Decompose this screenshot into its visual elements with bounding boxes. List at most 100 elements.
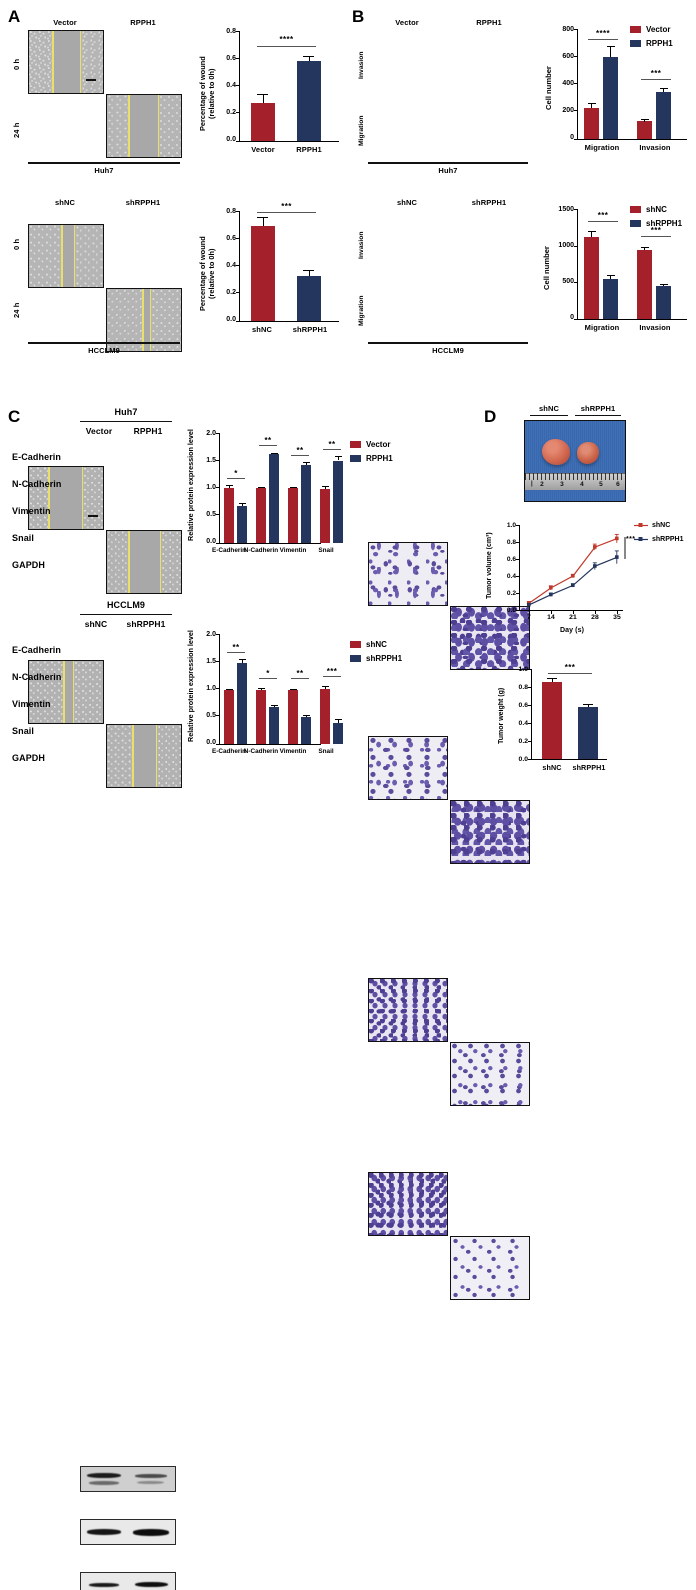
panelB-bottom-significance-0: *** bbox=[597, 211, 609, 220]
panelA-top-significance: **** bbox=[279, 35, 294, 44]
panelB-bottom-col-label-0: shNC bbox=[397, 198, 417, 207]
panel-b-letter: B bbox=[352, 7, 365, 26]
panelD-bar-ylabel: Tumor weight (g) bbox=[498, 687, 505, 745]
blot-huh7-n-cadherin bbox=[80, 1519, 176, 1545]
panelB-top-xtick-1: Invasion bbox=[639, 143, 671, 152]
panelC-top-bar-vim-rpph1 bbox=[301, 465, 311, 543]
panelA-bottom-xtick-1: shRPPH1 bbox=[292, 325, 328, 334]
wound-image-vector-0h bbox=[28, 30, 104, 94]
panelC-bottom-ytick-1: 0.5 bbox=[206, 712, 216, 719]
wound-image-shrpph1-0h bbox=[106, 530, 182, 594]
ruler-mark-6: 6 bbox=[616, 481, 620, 488]
panelC-top-legend-label-1: RPPH1 bbox=[366, 454, 393, 463]
ruler-mark-5: 5 bbox=[599, 481, 603, 488]
panelD-line-xtick-3: 28 bbox=[591, 614, 599, 621]
panelD-bar-xtick-0: shNC bbox=[542, 763, 562, 772]
panelC-top-protein-2: Vimentin bbox=[12, 506, 51, 516]
legend-swatch-vector bbox=[630, 25, 641, 34]
panelA-bottom-ylabel-1: Percentage of wound bbox=[198, 236, 207, 312]
panelC-top-ytick-2: 1.0 bbox=[206, 484, 216, 491]
panelB-bottom-cellline-rule bbox=[368, 342, 528, 344]
panelC-top-xtick-3: Snail bbox=[318, 547, 334, 554]
panelC-top-xtick-2: Vimentin bbox=[279, 547, 307, 554]
transwell-invasion-vector bbox=[368, 542, 448, 606]
panelC-top-bar-snail-rpph1 bbox=[333, 460, 343, 543]
panelC-top-ytick-4: 2.0 bbox=[206, 430, 216, 437]
panelD-bar-chart: Tumor weight (g) 1.0 0.8 0.6 0.4 0.2 0.0… bbox=[490, 662, 670, 790]
panelC-top-chart: Relative protein expression level 2.0 1.… bbox=[186, 424, 352, 579]
legend-swatch-shrpph1 bbox=[630, 219, 641, 228]
panelC-top-significance-0: * bbox=[234, 469, 238, 478]
legend-swatch-shnc bbox=[630, 205, 641, 214]
panelC-bottom-ytick-4: 2.0 bbox=[206, 631, 216, 638]
panelD-bar-shrpph1 bbox=[578, 706, 598, 759]
panelB-top-bar-migration-vector bbox=[584, 107, 599, 139]
panelD-bar-ytick-zero: 0.0 bbox=[518, 756, 528, 763]
panelD-bar-ytick-2: 0.4 bbox=[518, 720, 528, 727]
panelD-line-legend-label-0: shNC bbox=[652, 522, 671, 529]
panelA-top-col-label-1: RPPH1 bbox=[130, 18, 156, 27]
panelA-bottom-ytick-1: 0.2 bbox=[226, 289, 236, 296]
panelB-top-legend-label-1: RPPH1 bbox=[646, 39, 673, 48]
panelD-line-ytick-1: 0.2 bbox=[506, 590, 516, 597]
wound-image-shnc-0h bbox=[28, 466, 104, 530]
panelB-bottom-significance-1: *** bbox=[650, 226, 662, 235]
panelD-line-ytick-0: 0.0 bbox=[506, 607, 516, 614]
panelB-bottom-ylabel: Cell number bbox=[542, 246, 551, 290]
panelB-bottom-legend-label-1: shRPPH1 bbox=[646, 219, 683, 228]
panelC-bottom-bar-vim-shrpph1 bbox=[301, 717, 311, 744]
panelB-bottom-ytick-2: 1000 bbox=[558, 242, 574, 249]
legend-swatch-vector bbox=[350, 440, 361, 449]
panelB-bottom-xtick-0: Migration bbox=[584, 323, 620, 332]
transwell-migration-shnc bbox=[368, 1172, 448, 1236]
ruler-mark-4: 4 bbox=[580, 481, 584, 488]
panelA-top-ytick-3: 0.6 bbox=[226, 55, 236, 62]
panelB-top-bar-migration-rpph1 bbox=[603, 57, 618, 139]
panelC-bottom-xtick-2: Vimentin bbox=[279, 748, 307, 755]
panelA-bottom-row-label-1: 24 h bbox=[12, 302, 21, 318]
panelD-photo-label-0-rule bbox=[530, 415, 568, 417]
panelA-top-row-label-1: 24 h bbox=[12, 122, 21, 138]
panelC-bottom-significance-1: * bbox=[266, 669, 270, 678]
panelB-bottom-ytick-3: 1500 bbox=[558, 206, 574, 213]
panelB-top-significance-1: *** bbox=[650, 69, 662, 78]
panelB-top-ytick-0: 0 bbox=[570, 134, 574, 141]
panelC-bottom-protein-2: Vimentin bbox=[12, 699, 51, 709]
panelD-line-legend-label-1: shRPPH1 bbox=[652, 536, 684, 543]
panelA-bottom-ylabel-2: (relative to 0h) bbox=[207, 248, 216, 300]
panelC-bottom-bar-vim-shnc bbox=[288, 689, 298, 745]
panelC-top-bar-ncad-vector bbox=[256, 488, 266, 543]
panelC-bottom-protein-3: Snail bbox=[12, 726, 35, 736]
panelC-bottom-xtick-0: E-Cadherin bbox=[211, 748, 247, 755]
panelA-top-bar-rpph1 bbox=[297, 61, 321, 141]
panelC-top-ytick-3: 1.5 bbox=[206, 457, 216, 464]
panelD-bar-ytick-5: 1.0 bbox=[518, 666, 528, 673]
wound-image-rpph1-24h bbox=[106, 288, 182, 352]
panelA-bottom-chart: Percentage of wound (relative to 0h) 0.8… bbox=[196, 203, 344, 356]
panelA-bottom-cellline-rule bbox=[28, 342, 180, 344]
panelD-line-ytick-4: 0.8 bbox=[506, 539, 516, 546]
panelA-top-bar-vector bbox=[251, 103, 275, 141]
panelA-top-ytick-4: 0.8 bbox=[226, 28, 236, 35]
panelC-top-protein-3: Snail bbox=[12, 533, 35, 543]
panelC-top-protein-4: GAPDH bbox=[12, 560, 46, 570]
panelB-top-bar-invasion-rpph1 bbox=[656, 92, 671, 140]
panelC-top-bar-ecad-rpph1 bbox=[237, 505, 247, 543]
panelB-bottom-bar-invasion-shnc bbox=[637, 250, 652, 319]
panelC-bottom-xtick-1: N-Cadherin bbox=[243, 748, 279, 755]
panelC-top-cellline-rule bbox=[80, 421, 172, 423]
panelC-bottom-legend-label-1: shRPPH1 bbox=[366, 654, 403, 663]
panelB-top-chart: Cell number 800 600 400 200 0 **** *** M… bbox=[540, 22, 696, 178]
panelA-bottom-ytick-2: 0.4 bbox=[226, 262, 236, 269]
panelA-top-chart: Percentage of wound (relative to 0h) 0.8… bbox=[196, 24, 344, 176]
panelA-top-col-label-0: Vector bbox=[53, 18, 77, 27]
panelA-bottom-row-label-0: 0 h bbox=[12, 238, 21, 250]
panelC-bottom-bar-ncad-shnc bbox=[256, 689, 266, 745]
panelB-top-significance-0: **** bbox=[595, 29, 611, 38]
ruler-mark-1: | bbox=[531, 481, 533, 487]
panelC-bottom-bar-snail-shnc bbox=[320, 689, 330, 744]
panelA-top-ytick-1: 0.2 bbox=[226, 109, 236, 116]
panelD-line-significance: *** bbox=[626, 536, 636, 543]
panelB-top-ytick-1: 200 bbox=[562, 107, 574, 114]
panelB-bottom-legend-label-0: shNC bbox=[646, 205, 667, 214]
